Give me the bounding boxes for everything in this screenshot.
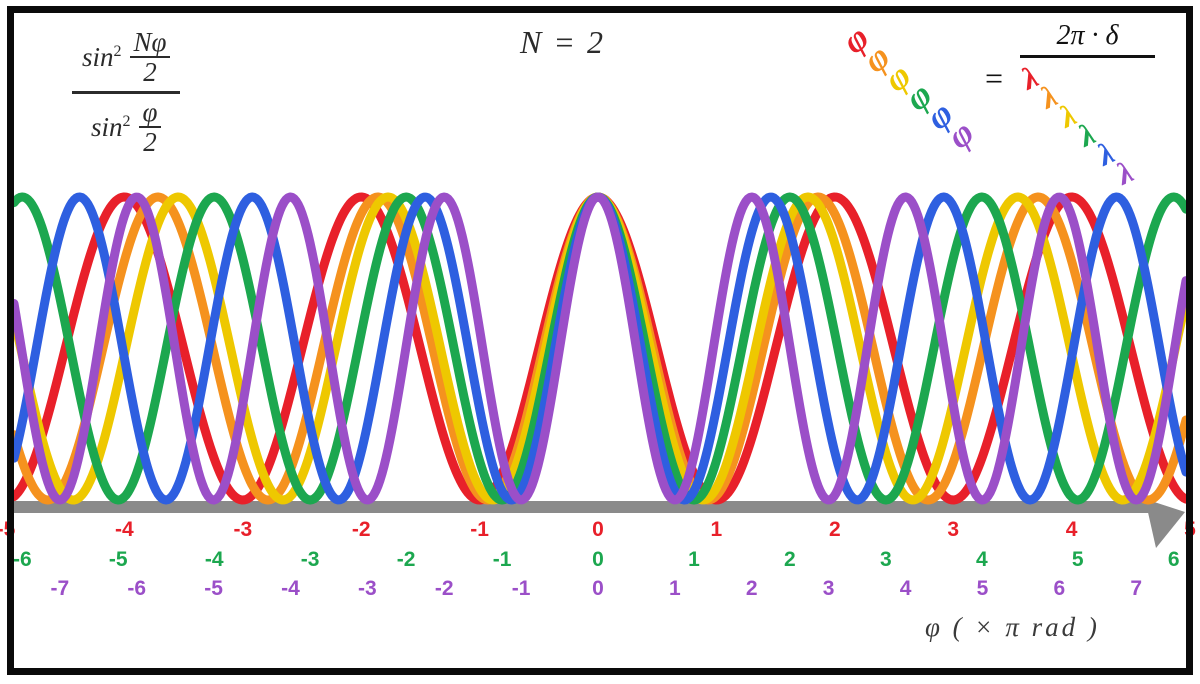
x-tick-purple--5: -5 xyxy=(204,577,223,600)
x-tick-green-5: 5 xyxy=(1071,548,1084,571)
x-tick-green--6: -6 xyxy=(12,548,32,571)
x-tick-purple-1: 1 xyxy=(669,577,681,600)
x-tick-green--3: -3 xyxy=(300,548,320,571)
x-tick-red--3: -3 xyxy=(233,518,253,541)
intensity-formula-denominator: sin2 φ 2 xyxy=(81,96,171,159)
x-tick-red-2: 2 xyxy=(828,518,841,541)
x-tick-purple--1: -1 xyxy=(511,577,531,600)
x-tick-green--4: -4 xyxy=(204,548,224,571)
n-value-label: N = 2 xyxy=(520,24,605,60)
equals-sign: = xyxy=(985,60,1004,96)
x-tick-purple-3: 3 xyxy=(822,577,835,600)
x-tick-purple-2: 2 xyxy=(745,577,758,600)
x-tick-purple--3: -3 xyxy=(358,577,377,600)
x-tick-purple--4: -4 xyxy=(281,577,300,600)
x-tick-red-0: 0 xyxy=(592,518,604,541)
x-tick-red-5: 5 xyxy=(1184,518,1196,541)
x-tick-purple-7: 7 xyxy=(1130,577,1143,600)
x-tick-red-3: 3 xyxy=(947,518,960,541)
x-tick-green-4: 4 xyxy=(975,548,988,571)
x-tick-purple--7: -7 xyxy=(50,577,70,600)
x-axis-label: φ ( × π rad ) xyxy=(925,612,1100,642)
x-tick-purple--2: -2 xyxy=(434,577,454,600)
x-tick-red--1: -1 xyxy=(470,518,489,541)
x-tick-purple-4: 4 xyxy=(899,577,912,600)
x-tick-purple-5: 5 xyxy=(976,577,989,600)
x-tick-green-2: 2 xyxy=(784,548,796,571)
x-tick-purple-6: 6 xyxy=(1053,577,1066,600)
x-tick-red-4: 4 xyxy=(1065,518,1078,541)
x-tick-purple-0: 0 xyxy=(592,577,604,600)
phase-fraction-numerator: 2π · δ xyxy=(1056,20,1119,51)
x-tick-green--2: -2 xyxy=(396,548,416,571)
x-tick-red--4: -4 xyxy=(115,518,134,541)
x-tick-red--5: -5 xyxy=(0,518,16,541)
x-tick-green-3: 3 xyxy=(880,548,892,571)
phase-fraction-bar xyxy=(1020,55,1155,58)
x-tick-red--2: -2 xyxy=(351,518,371,541)
fraction-bar xyxy=(72,90,181,94)
intensity-formula: sin2 Nφ 2 sin2 φ 2 xyxy=(72,26,181,159)
intensity-formula-numerator: sin2 Nφ 2 xyxy=(72,26,180,89)
x-tick-purple--6: -6 xyxy=(127,577,147,600)
x-tick-red-1: 1 xyxy=(710,518,723,541)
x-tick-green-1: 1 xyxy=(688,548,700,571)
x-tick-green-6: 6 xyxy=(1167,548,1180,571)
x-tick-green-0: 0 xyxy=(592,548,604,571)
x-tick-green--1: -1 xyxy=(492,548,512,571)
lambda-glyph-5: λ xyxy=(1111,153,1139,192)
x-tick-green--5: -5 xyxy=(108,548,128,571)
